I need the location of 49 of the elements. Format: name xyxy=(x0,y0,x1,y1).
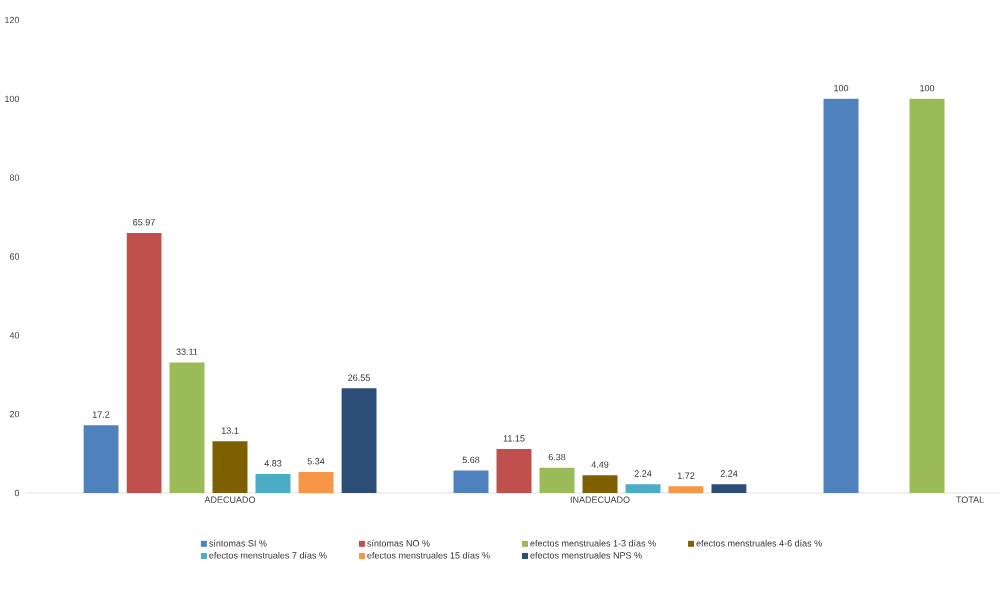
x-tick-label: TOTAL xyxy=(956,496,984,503)
legend-label: efectos menstruales 1-3 días % xyxy=(530,539,656,547)
y-tick-label: 40 xyxy=(9,332,20,339)
data-label: 65.97 xyxy=(133,219,155,226)
data-label: 13.1 xyxy=(221,427,239,434)
bar xyxy=(169,362,205,493)
y-tick-label: 80 xyxy=(9,174,20,181)
legend-label: efectos menstruales 4-6 días % xyxy=(696,539,822,547)
data-label: 1.72 xyxy=(677,472,695,479)
x-tick-label: INADECUADO xyxy=(570,496,630,503)
y-tick-label: 20 xyxy=(9,410,20,418)
legend-label: efectos menstruales 7 días % xyxy=(209,551,327,559)
bar xyxy=(668,486,704,493)
data-label: 6.38 xyxy=(548,453,566,461)
data-label: 100 xyxy=(920,84,935,92)
data-label: 5.68 xyxy=(462,456,480,464)
bar xyxy=(341,388,377,493)
bar xyxy=(625,484,661,493)
legend-label: efectos menstruales 15 días % xyxy=(367,551,490,559)
y-tick-label: 60 xyxy=(9,253,20,260)
bar xyxy=(453,470,489,493)
bar xyxy=(539,467,575,493)
legend-label: síntomas SI % xyxy=(209,539,267,547)
bar xyxy=(212,441,248,493)
y-tick-label: 120 xyxy=(5,16,20,24)
bar xyxy=(496,449,532,493)
bar xyxy=(126,232,162,493)
legend-label: efectos menstruales NPS % xyxy=(530,551,642,559)
data-label: 100 xyxy=(834,84,849,92)
data-label: 4.49 xyxy=(591,461,609,468)
bar xyxy=(909,98,945,493)
bar xyxy=(823,98,859,493)
data-label: 2.24 xyxy=(634,470,652,477)
legend-label: síntomas NO % xyxy=(367,539,430,547)
bar xyxy=(298,471,334,493)
y-tick-label: 0 xyxy=(14,489,20,497)
data-label: 2.24 xyxy=(720,470,738,477)
bar xyxy=(83,425,119,493)
bar xyxy=(711,484,747,493)
data-label: 33.11 xyxy=(176,348,198,355)
data-label: 4.83 xyxy=(264,460,282,467)
x-tick-label: ADECUADO xyxy=(204,496,256,503)
data-label: 26.55 xyxy=(348,374,370,381)
y-tick-label: 100 xyxy=(5,95,20,103)
bar xyxy=(582,475,618,493)
data-label: 11.15 xyxy=(503,435,525,442)
data-label: 5.34 xyxy=(307,458,325,465)
bar xyxy=(255,473,291,493)
data-label: 17.2 xyxy=(92,411,110,418)
